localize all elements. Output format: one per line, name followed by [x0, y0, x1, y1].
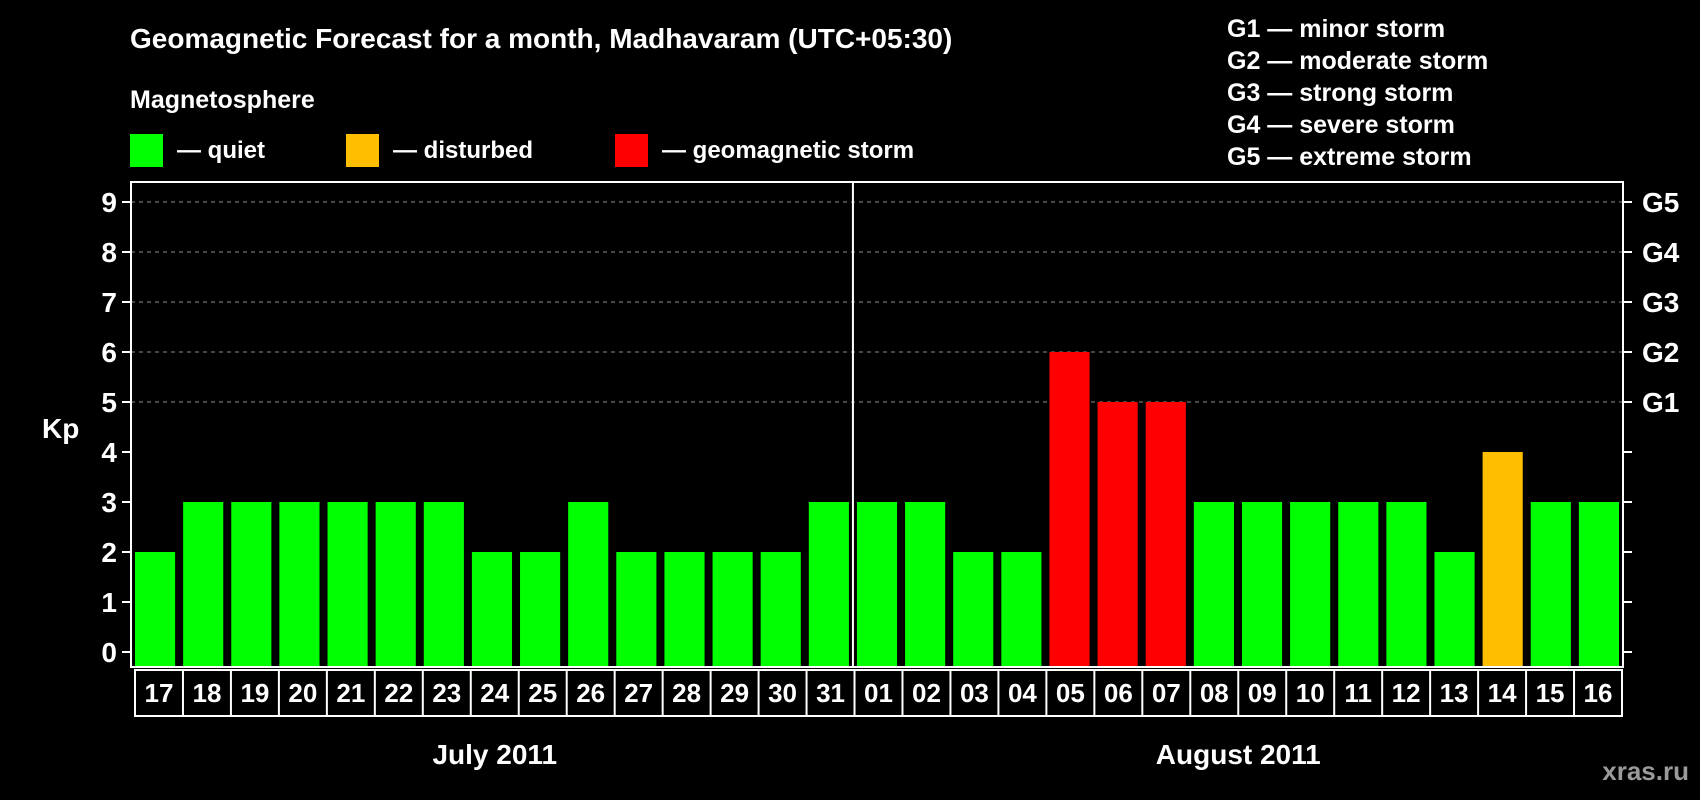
y-tick-label: 0 — [101, 637, 117, 668]
kp-bar — [1001, 552, 1042, 667]
legend-heading: Magnetosphere — [130, 86, 315, 114]
storm-scale-g3: G3 — strong storm — [1227, 79, 1453, 107]
y-tick-label: 8 — [101, 237, 117, 268]
x-tick-label: 09 — [1248, 678, 1277, 708]
y-tick-label: 2 — [101, 537, 117, 568]
chart-title: Geomagnetic Forecast for a month, Madhav… — [130, 23, 952, 54]
storm-scale-g2: G2 — moderate storm — [1227, 47, 1488, 75]
kp-bar — [423, 502, 464, 667]
y-tick-label: 9 — [101, 187, 117, 218]
storm-scale-g1: G1 — minor storm — [1227, 15, 1445, 43]
kp-bar — [1338, 502, 1379, 667]
kp-bar — [664, 552, 705, 667]
kp-bar — [1578, 502, 1619, 667]
x-tick-label: 20 — [288, 678, 317, 708]
legend-label-disturbed: — disturbed — [393, 137, 533, 164]
month-label: July 2011 — [432, 739, 557, 770]
kp-bar — [135, 552, 176, 667]
x-tick-label: 26 — [576, 678, 605, 708]
x-tick-label: 05 — [1056, 678, 1085, 708]
plot-frame — [130, 181, 1624, 668]
kp-bar — [1241, 502, 1283, 667]
g-scale-tick-label: G2 — [1642, 337, 1679, 368]
kp-bar — [808, 502, 849, 667]
legend-swatch-quiet — [130, 134, 163, 167]
x-tick-label: 07 — [1152, 678, 1181, 708]
x-tick-label: 21 — [336, 678, 365, 708]
x-tick-label: 30 — [768, 678, 797, 708]
legend-label-storm: — geomagnetic storm — [662, 137, 914, 164]
x-tick-label: 27 — [624, 678, 653, 708]
g-scale-tick-label: G4 — [1642, 237, 1680, 268]
x-tick-label: 15 — [1536, 678, 1565, 708]
month-label: August 2011 — [1156, 739, 1321, 770]
kp-bar — [375, 502, 416, 667]
x-tick-label: 03 — [960, 678, 989, 708]
y-tick-label: 3 — [101, 487, 117, 518]
kp-bar — [1482, 452, 1523, 667]
kp-bar — [712, 552, 753, 667]
y-tick-label: 4 — [101, 437, 117, 468]
kp-bar — [616, 552, 657, 667]
x-tick-label: 12 — [1392, 678, 1421, 708]
x-tick-label: 19 — [240, 678, 269, 708]
x-tick-label: 02 — [912, 678, 941, 708]
kp-bar — [760, 552, 801, 667]
date-row-frame — [134, 669, 1623, 717]
x-tick-label: 06 — [1104, 678, 1133, 708]
kp-bar — [856, 502, 898, 667]
storm-scale-g5: G5 — extreme storm — [1227, 143, 1472, 171]
kp-bar — [1049, 352, 1090, 667]
x-tick-label: 11 — [1344, 678, 1372, 708]
kp-bar — [1530, 502, 1571, 667]
watermark: xras.ru — [1602, 756, 1689, 786]
x-tick-label: 22 — [384, 678, 413, 708]
legend-label-quiet: — quiet — [177, 137, 265, 164]
kp-bar — [953, 552, 994, 667]
x-tick-label: 28 — [672, 678, 701, 708]
kp-bar — [231, 502, 272, 667]
x-tick-label: 01 — [864, 678, 893, 708]
kp-bar — [471, 552, 513, 667]
kp-bar — [568, 502, 609, 667]
legend-swatch-disturbed — [346, 134, 379, 167]
kp-bar — [279, 502, 320, 667]
x-tick-label: 18 — [192, 678, 221, 708]
kp-bar — [520, 552, 561, 667]
kp-bar — [1386, 502, 1427, 667]
x-tick-label: 31 — [816, 678, 845, 708]
x-tick-label: 17 — [145, 678, 174, 708]
g-scale-tick-label: G5 — [1642, 187, 1679, 218]
x-tick-label: 08 — [1200, 678, 1229, 708]
legend-swatch-storm — [615, 134, 648, 167]
y-tick-label: 1 — [101, 587, 117, 618]
x-tick-label: 25 — [528, 678, 557, 708]
x-tick-label: 14 — [1488, 678, 1517, 708]
kp-bar — [1290, 502, 1331, 667]
storm-scale-g4: G4 — severe storm — [1227, 111, 1455, 139]
kp-bar — [905, 502, 946, 667]
y-tick-label: 5 — [101, 387, 117, 418]
x-tick-label: 04 — [1008, 678, 1037, 708]
x-tick-label: 29 — [720, 678, 749, 708]
kp-bar — [1145, 402, 1186, 667]
kp-bar — [183, 502, 224, 667]
y-tick-label: 6 — [101, 337, 117, 368]
kp-bar — [1434, 552, 1475, 667]
x-tick-label: 23 — [432, 678, 461, 708]
y-tick-label: 7 — [101, 287, 117, 318]
y-axis-label: Kp — [42, 413, 79, 444]
x-tick-label: 16 — [1584, 678, 1613, 708]
x-tick-label: 24 — [480, 678, 509, 708]
g-scale-tick-label: G1 — [1642, 387, 1679, 418]
g-scale-tick-label: G3 — [1642, 287, 1679, 318]
kp-bar — [1097, 402, 1138, 667]
kp-bar — [327, 502, 368, 667]
kp-bar — [1193, 502, 1234, 667]
x-tick-label: 13 — [1440, 678, 1469, 708]
x-tick-label: 10 — [1296, 678, 1325, 708]
